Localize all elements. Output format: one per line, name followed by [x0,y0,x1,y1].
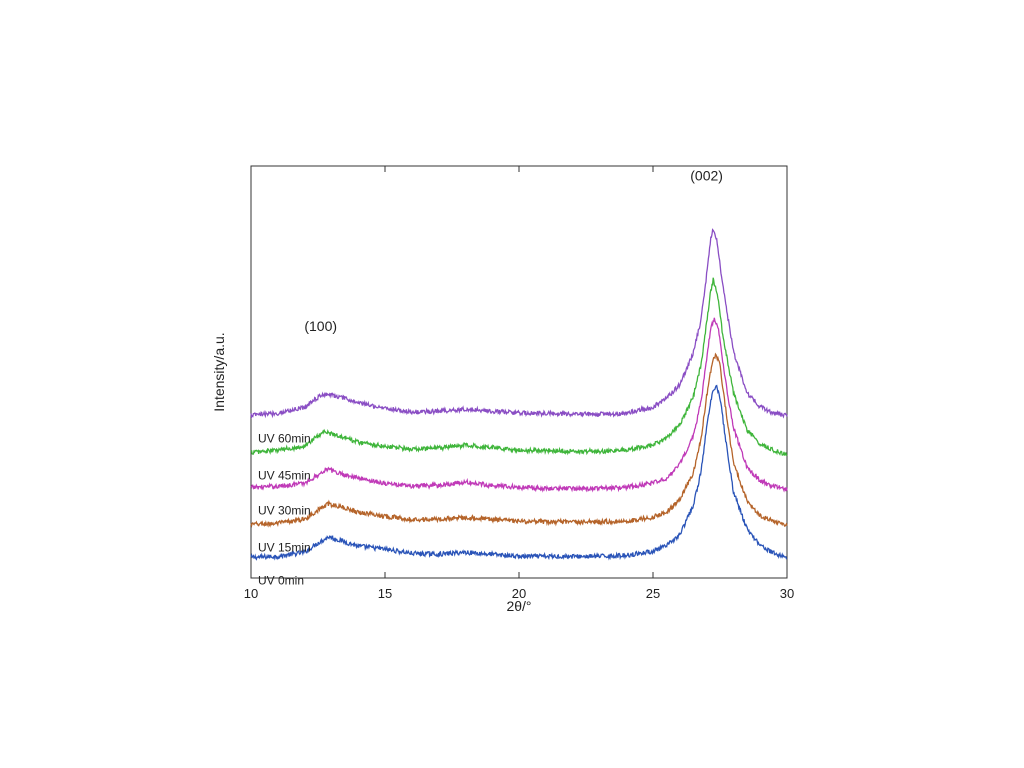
series-label-uv-30min: UV 30min [258,503,311,517]
peak-label-100: (100) [304,318,337,334]
x-tick-label-10: 10 [244,586,258,601]
peak-annotations: (100) (002) [304,167,723,333]
x-tick-label-15: 15 [378,586,392,601]
series-line-uv-0min [250,384,788,561]
series-line-uv-15min [250,352,788,528]
series-label-uv-0min: UV 0min [258,573,304,587]
series-label-uv-60min: UV 60min [258,431,311,445]
series-label-uv-15min: UV 15min [258,540,311,554]
x-axis-title: 2θ/° [506,598,531,614]
x-tick-label-30: 30 [780,586,794,601]
plot-frame [250,165,788,579]
series-layer [250,228,788,561]
x-axis-tick-labels: 10 15 20 25 30 [244,586,794,601]
x-axis-ticks [250,166,788,578]
series-line-uv-60min [250,228,788,419]
peak-label-002: (002) [690,167,723,183]
series-labels: UV 0min UV 15min UV 30min UV 45min UV 60min [258,431,311,587]
series-line-uv-45min [250,277,788,457]
series-line-uv-30min [250,317,788,493]
series-label-uv-45min: UV 45min [258,468,311,482]
x-tick-label-20: 20 [512,586,526,601]
x-tick-label-25: 25 [646,586,660,601]
y-axis-title: Intensity/a.u. [211,332,227,411]
